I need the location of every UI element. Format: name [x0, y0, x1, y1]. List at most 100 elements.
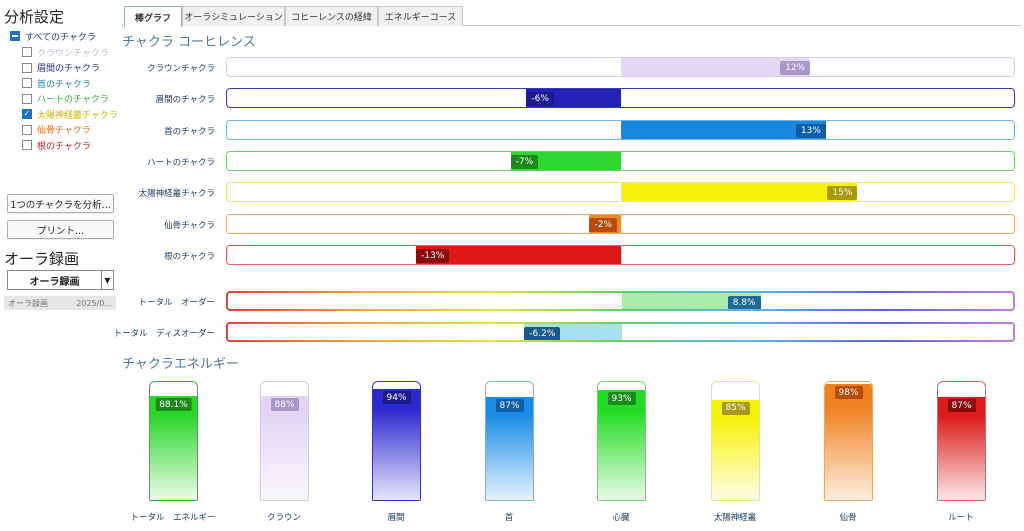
coherence-row-label: 首のチャクラ	[164, 126, 215, 137]
coherence-bar-track: 12%	[226, 57, 1015, 77]
recording-date: 2025/0...	[76, 298, 112, 308]
coherence-value-label: -2%	[589, 217, 617, 232]
energy-bar-label: トータル エネルギー	[130, 513, 216, 523]
coherence-bar-track: 8.8%	[226, 291, 1015, 311]
energy-value-label: 87%	[495, 399, 524, 413]
checkbox-icon[interactable]	[22, 93, 32, 104]
coherence-bar-track: -6%	[226, 88, 1015, 109]
coherence-row-label: ハートのチャクラ	[147, 157, 215, 168]
coherence-bar-track: -7%	[226, 150, 1015, 171]
checkbox-checked-icon[interactable]: ✓	[22, 109, 32, 119]
energy-bar-column: 85%	[711, 381, 760, 501]
coherence-bar	[622, 293, 761, 309]
energy-bar-column: 87%	[485, 381, 534, 501]
coherence-value-label: -6.2%	[524, 327, 561, 340]
coherence-value-label: -7%	[510, 154, 539, 169]
energy-bar-label: クラウン	[266, 513, 301, 523]
chakra-checkbox-row[interactable]: クラウンチャクラ	[22, 45, 109, 59]
energy-bar	[373, 389, 420, 500]
coherence-row-label: 根のチャクラ	[164, 251, 215, 262]
energy-bar	[938, 397, 985, 500]
sidebar: 分析設定 すべてのチャクラ クラウンチャクラ 眉間のチャクラ 首のチャクラハートのチ…	[0, 0, 120, 531]
chakra-checkbox-row[interactable]: ハートのチャクラ	[22, 92, 109, 106]
coherence-bar-track: -2%	[226, 213, 1015, 234]
coherence-row-label: クラウンチャクラ	[147, 64, 215, 74]
recording-list-item[interactable]: オーラ録画 2025/0...	[4, 296, 116, 310]
energy-bar-label: ルート	[948, 513, 974, 523]
energy-bar-label: 眉間	[387, 513, 405, 523]
energy-section-title: チャクラエネルギー	[122, 357, 239, 372]
coherence-bar-track: -13%	[226, 244, 1015, 265]
energy-bar-label: 首	[504, 513, 514, 523]
coherence-value-label: -6%	[526, 92, 554, 107]
coherence-value-label: 15%	[827, 186, 858, 201]
coherence-value-label: -13%	[416, 248, 450, 263]
tab-aura-simulation[interactable]: オーラシミュレーション	[182, 6, 285, 26]
energy-bar-label: 心臓	[612, 513, 630, 523]
all-chakras-checkbox[interactable]: すべてのチャクラ	[10, 29, 96, 43]
coherence-bar-track: 15%	[226, 182, 1015, 203]
coherence-bar	[510, 151, 621, 170]
energy-bar	[150, 396, 197, 500]
energy-bar	[598, 390, 645, 500]
checkbox-icon[interactable]	[22, 47, 32, 57]
chakra-checkbox-row[interactable]: 仙骨チャクラ	[22, 123, 91, 137]
aura-select-value: オーラ録画	[29, 276, 80, 288]
energy-bar	[712, 399, 759, 500]
energy-bar	[825, 384, 872, 500]
checkbox-icon[interactable]	[22, 124, 32, 135]
energy-value-label: 88.1%	[155, 398, 192, 412]
coherence-bar-track: -6.2%	[226, 322, 1015, 342]
chakra-checkbox-label: 根のチャクラ	[37, 141, 91, 152]
energy-bar	[261, 396, 308, 500]
chakra-checkbox-row[interactable]: 根のチャクラ	[22, 138, 91, 152]
energy-value-label: 94%	[382, 391, 411, 405]
checkbox-indeterminate-icon	[10, 31, 20, 41]
coherence-bar	[621, 58, 811, 76]
energy-value-label: 87%	[947, 399, 976, 413]
tab-coherence-history[interactable]: コヒーレンスの経緯	[285, 6, 378, 26]
chakra-checkbox-row[interactable]: ✓ 太陽神経叢チャクラ	[22, 107, 118, 121]
coherence-bar-track: 13%	[226, 119, 1015, 140]
energy-bar-column: 98%	[824, 381, 873, 501]
checkbox-icon[interactable]	[22, 140, 32, 150]
tab-bar: 棒グラフ オーラシミュレーション コヒーレンスの経緯 エネルギーコース	[122, 6, 1022, 27]
aura-recording-select[interactable]: オーラ録画 ▼	[7, 270, 114, 290]
chevron-down-icon[interactable]: ▼	[101, 271, 113, 289]
aura-recording-title: オーラ録画	[4, 250, 80, 268]
energy-value-label: 85%	[721, 401, 750, 415]
chakra-checkbox-label: 眉間のチャクラ	[37, 64, 100, 74]
chakra-checkbox-row[interactable]: 眉間のチャクラ	[22, 61, 100, 75]
chakra-checkbox-label: クラウンチャクラ	[37, 48, 109, 59]
coherence-row-label: 太陽神経叢チャクラ	[138, 189, 215, 200]
checkbox-icon[interactable]	[22, 62, 32, 73]
tab-energy-course[interactable]: エネルギーコース	[378, 6, 463, 26]
coherence-value-label: 12%	[780, 61, 811, 75]
coherence-row-label: トータル ディスオーダー	[113, 329, 215, 339]
coherence-row-label: 眉間のチャクラ	[155, 95, 215, 106]
chakra-checkbox-label: 首のチャクラ	[37, 79, 91, 90]
analysis-settings-title: 分析設定	[4, 8, 65, 26]
checkbox-icon[interactable]	[22, 78, 32, 88]
recording-name: オーラ録画	[8, 298, 48, 308]
tab-bar-chart[interactable]: 棒グラフ	[124, 6, 182, 27]
all-chakras-label: すべてのチャクラ	[25, 32, 96, 43]
energy-bar-column: 88.1%	[149, 381, 198, 501]
coherence-value-label: 13%	[795, 123, 826, 138]
energy-bar-label: 仙骨	[839, 513, 857, 523]
chakra-checkbox-label: 仙骨チャクラ	[37, 126, 91, 136]
coherence-section-title: チャクラ コーヒレンス	[122, 35, 256, 50]
chakra-checkbox-row[interactable]: 首のチャクラ	[22, 76, 91, 90]
coherence-bar	[621, 120, 826, 139]
chakra-checkbox-label: 太陽神経叢チャクラ	[37, 110, 118, 121]
coherence-value-label: 8.8%	[727, 296, 761, 309]
print-button[interactable]: プリント...	[7, 220, 114, 239]
coherence-row-label: トータル オーダー	[138, 298, 215, 308]
energy-value-label: 88%	[270, 398, 299, 412]
energy-bar-label: 太陽神経叢	[713, 513, 757, 523]
chakra-checkbox-label: ハートのチャクラ	[37, 95, 109, 105]
energy-bar-column: 87%	[937, 381, 986, 501]
energy-value-label: 98%	[834, 386, 863, 400]
analyze-one-chakra-button[interactable]: 1つのチャクラを分析...	[7, 194, 114, 213]
coherence-bar	[416, 245, 621, 264]
